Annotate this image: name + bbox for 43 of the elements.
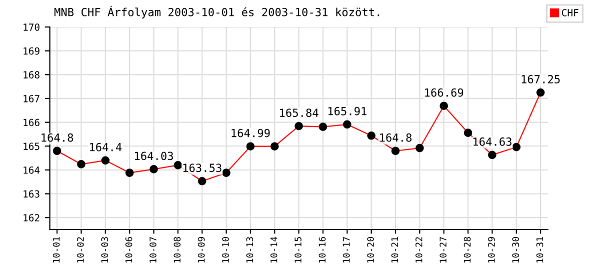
x-tick-label: 10-03 — [101, 237, 108, 263]
data-label: 164.8 — [42, 133, 74, 142]
data-label: 164.8 — [380, 133, 412, 142]
y-tick-label: 169 — [24, 47, 40, 55]
y-tick-label: 162 — [24, 214, 40, 222]
y-tick-label: 163 — [24, 190, 40, 198]
x-tick-label: 10-30 — [512, 237, 520, 263]
x-tick-label: 10-09 — [198, 237, 205, 263]
x-tick-label: 10-29 — [488, 237, 495, 263]
x-tick-label: 10-10 — [222, 237, 229, 263]
data-label: 165.91 — [328, 106, 366, 116]
data-label: 164.03 — [135, 152, 173, 160]
x-tick-label: 10-06 — [125, 237, 132, 263]
x-tick-label: 10-20 — [367, 237, 374, 263]
x-tick-label: 10-02 — [77, 237, 84, 263]
legend-label: CHF — [562, 9, 578, 16]
x-tick-label: 10-21 — [391, 237, 398, 263]
x-tick-label: 10-13 — [246, 237, 254, 263]
y-tick-label: 168 — [24, 71, 40, 79]
x-tick-label: 10-14 — [270, 236, 278, 263]
data-label: 164.4 — [90, 142, 122, 152]
x-tick-label: 10-22 — [415, 237, 422, 263]
chart-title: MNB CHF Árfolyam 2003-10-01 és 2003-10-31 között. — [54, 6, 380, 18]
x-tick-label: 10-08 — [174, 237, 181, 263]
data-label: 166.69 — [425, 88, 464, 97]
data-label: 165.84 — [280, 108, 318, 118]
data-label: 167.25 — [522, 75, 560, 84]
data-label: 163.53 — [183, 164, 222, 172]
x-tick-label: 10-31 — [536, 237, 544, 263]
data-label: 164.63 — [473, 137, 512, 146]
y-tick-label: 166 — [24, 118, 40, 126]
x-tick-label: 10-27 — [440, 237, 446, 263]
x-tick-label: 10-28 — [464, 237, 471, 263]
y-tick-label: 167 — [24, 94, 40, 102]
y-tick-label: 165 — [24, 142, 40, 150]
x-tick-label: 10-16 — [318, 237, 326, 263]
data-label: 164.99 — [232, 128, 270, 138]
x-tick-label: 10-17 — [342, 237, 350, 263]
y-tick-label: 170 — [24, 24, 40, 31]
x-tick-label: 10-01 — [52, 237, 60, 263]
y-tick-label: 164 — [24, 166, 40, 174]
x-tick-label: 10-07 — [150, 237, 156, 263]
x-tick-label: 10-15 — [294, 237, 302, 263]
